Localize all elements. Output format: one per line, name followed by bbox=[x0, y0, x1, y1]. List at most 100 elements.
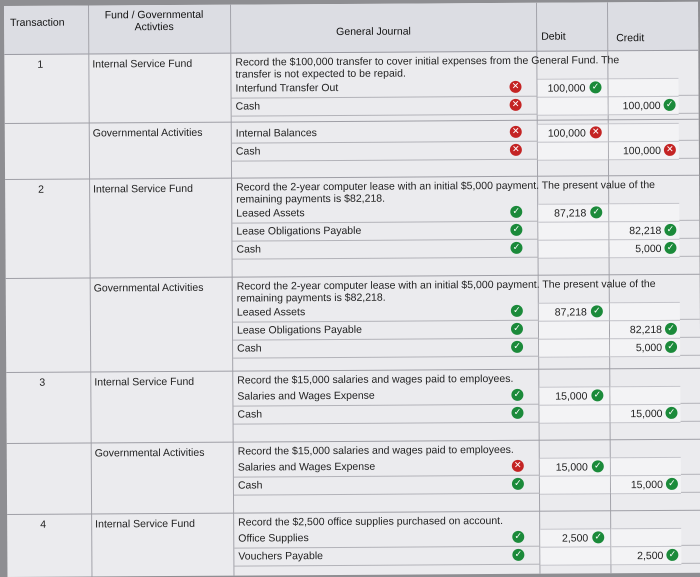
check-circle-icon: ✓ bbox=[510, 223, 523, 236]
credit-field[interactable]: 82,218 ✓ bbox=[609, 220, 680, 241]
debit-field[interactable]: 100,000 ✕ bbox=[537, 123, 608, 143]
fund-name: Governmental Activities bbox=[93, 281, 204, 295]
account-field[interactable]: Cash bbox=[235, 100, 261, 113]
credit-field[interactable]: 100,000 ✕ bbox=[608, 140, 679, 161]
check-circle-icon: ✓ bbox=[511, 340, 524, 353]
x-circle-icon: ✕ bbox=[509, 143, 522, 156]
credit-field[interactable] bbox=[608, 77, 679, 98]
check-circle-icon: ✓ bbox=[591, 389, 604, 402]
account-field[interactable]: Cash bbox=[235, 145, 261, 158]
x-circle-icon: ✕ bbox=[509, 80, 522, 93]
debit-field[interactable]: 15,000 ✓ bbox=[539, 457, 610, 477]
debit-field[interactable] bbox=[539, 338, 610, 358]
credit-field[interactable] bbox=[610, 456, 681, 477]
debit-field[interactable] bbox=[540, 546, 611, 566]
debit-amount: 15,000 bbox=[555, 461, 588, 474]
debit-field[interactable]: 15,000 ✓ bbox=[539, 386, 610, 406]
credit-field[interactable] bbox=[609, 202, 680, 223]
transaction-number: 1 bbox=[37, 58, 44, 71]
check-circle-icon: ✓ bbox=[510, 304, 523, 317]
credit-field[interactable]: 15,000 ✓ bbox=[610, 474, 681, 495]
credit-amount: 100,000 bbox=[622, 144, 661, 158]
account-field[interactable]: Leased Assets bbox=[236, 306, 306, 319]
credit-amount: 82,218 bbox=[629, 323, 663, 337]
credit-amount: 5,000 bbox=[635, 242, 662, 256]
credit-field[interactable] bbox=[610, 385, 681, 406]
credit-field[interactable]: 5,000 ✓ bbox=[610, 337, 681, 358]
credit-amount: 82,218 bbox=[629, 224, 662, 238]
check-circle-icon: ✓ bbox=[512, 548, 525, 561]
check-circle-icon: ✓ bbox=[590, 206, 603, 219]
check-circle-icon: ✓ bbox=[664, 322, 678, 335]
debit-field[interactable] bbox=[539, 404, 610, 424]
debit-field[interactable] bbox=[538, 320, 610, 340]
account-field[interactable]: Cash bbox=[237, 342, 262, 355]
credit-field[interactable]: 2,500 ✓ bbox=[611, 545, 682, 566]
debit-field[interactable]: 2,500 ✓ bbox=[540, 528, 611, 548]
check-circle-icon: ✓ bbox=[589, 81, 602, 94]
check-circle-icon: ✓ bbox=[665, 340, 678, 353]
credit-amount: 100,000 bbox=[622, 99, 661, 113]
account-field[interactable]: Office Supplies bbox=[238, 532, 309, 545]
credit-field[interactable]: 15,000 ✓ bbox=[610, 403, 681, 424]
check-circle-icon: ✓ bbox=[665, 477, 678, 490]
fund-name: Governmental Activities bbox=[92, 126, 203, 140]
credit-field[interactable]: 82,218 ✓ bbox=[609, 319, 681, 340]
debit-amount: 100,000 bbox=[547, 127, 586, 140]
table-header: Transaction Fund / Governmental Activtie… bbox=[4, 1, 699, 55]
debit-field[interactable] bbox=[538, 221, 609, 241]
transaction-number: 2 bbox=[38, 183, 45, 196]
fund-name: Internal Service Fund bbox=[93, 182, 193, 196]
check-circle-icon: ✓ bbox=[511, 406, 524, 419]
account-field[interactable]: Cash bbox=[237, 408, 263, 421]
account-field[interactable]: Internal Balances bbox=[235, 127, 317, 140]
check-circle-icon: ✓ bbox=[510, 241, 523, 254]
account-field[interactable]: Salaries and Wages Expense bbox=[237, 460, 376, 474]
account-field[interactable]: Lease Obligations Payable bbox=[236, 323, 362, 337]
check-circle-icon: ✓ bbox=[512, 530, 525, 543]
transaction-number: 3 bbox=[39, 376, 46, 389]
x-circle-icon: ✕ bbox=[509, 125, 522, 138]
credit-header: Credit bbox=[616, 32, 645, 45]
credit-field[interactable] bbox=[608, 122, 679, 143]
transaction-number: 4 bbox=[40, 518, 47, 531]
x-circle-icon: ✕ bbox=[511, 459, 524, 472]
account-field[interactable]: Lease Obligations Payable bbox=[236, 224, 362, 238]
x-circle-icon: ✕ bbox=[589, 126, 602, 139]
debit-field[interactable] bbox=[539, 475, 610, 495]
debit-amount: 15,000 bbox=[555, 390, 588, 403]
debit-field[interactable]: 100,000 ✓ bbox=[537, 78, 608, 98]
credit-amount: 2,500 bbox=[637, 549, 664, 563]
debit-amount: 87,218 bbox=[554, 306, 587, 319]
credit-field[interactable] bbox=[611, 527, 682, 548]
debit-field[interactable] bbox=[538, 239, 609, 259]
debit-amount: 87,218 bbox=[554, 207, 587, 220]
debit-field[interactable] bbox=[537, 141, 608, 161]
credit-amount: 15,000 bbox=[630, 407, 663, 421]
fund-name: Internal Service Fund bbox=[94, 375, 195, 389]
credit-amount: 15,000 bbox=[630, 478, 663, 492]
credit-field[interactable] bbox=[609, 301, 680, 322]
check-circle-icon: ✓ bbox=[510, 322, 524, 335]
account-field[interactable]: Leased Assets bbox=[236, 207, 305, 220]
check-circle-icon: ✓ bbox=[590, 305, 603, 318]
account-field[interactable]: Salaries and Wages Expense bbox=[237, 389, 375, 403]
debit-amount: 2,500 bbox=[561, 532, 589, 545]
check-circle-icon: ✓ bbox=[664, 223, 677, 236]
debit-field[interactable]: 87,218 ✓ bbox=[538, 302, 609, 322]
account-field[interactable]: Cash bbox=[237, 479, 263, 492]
x-circle-icon: ✕ bbox=[663, 143, 676, 156]
fund-name: Governmental Activities bbox=[94, 446, 205, 460]
account-field[interactable]: Cash bbox=[236, 243, 262, 256]
entry-description: Record the $100,000 transfer to cover in… bbox=[235, 54, 620, 81]
check-circle-icon: ✓ bbox=[510, 205, 523, 218]
check-circle-icon: ✓ bbox=[511, 477, 524, 490]
account-field[interactable]: Interfund Transfer Out bbox=[235, 81, 339, 95]
debit-field[interactable] bbox=[537, 96, 608, 116]
journal-table: Transaction Fund / Governmental Activtie… bbox=[4, 1, 700, 577]
credit-field[interactable]: 100,000 ✓ bbox=[608, 95, 679, 116]
check-circle-icon: ✓ bbox=[592, 531, 605, 544]
debit-field[interactable]: 87,218 ✓ bbox=[538, 203, 609, 223]
account-field[interactable]: Vouchers Payable bbox=[238, 550, 324, 563]
credit-field[interactable]: 5,000 ✓ bbox=[609, 238, 680, 259]
